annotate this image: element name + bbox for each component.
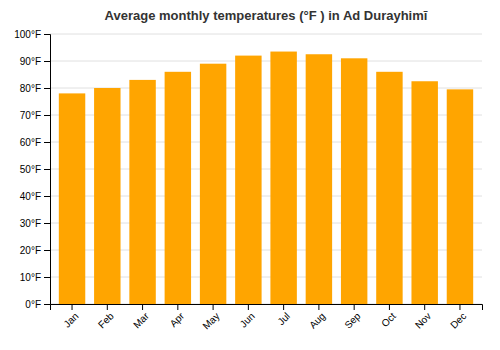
y-tick-mark <box>44 169 50 170</box>
bar <box>59 93 85 304</box>
x-tick: Apr <box>168 304 187 329</box>
x-tick-mark <box>177 304 178 310</box>
y-tick: 10°F <box>20 272 50 283</box>
y-tick-label: 90°F <box>20 56 41 67</box>
x-tick-label: Dec <box>448 310 468 330</box>
plot-area: 0°F 10°F 20°F 30°F 40°F 50°F 60°F 70°F 80°F 90°F 1… <box>14 29 482 332</box>
y-tick-label: 0°F <box>25 299 41 310</box>
chart-svg: 0°F 10°F 20°F 30°F 40°F 50°F 60°F 70°F 80°F 90°F 1… <box>0 0 500 350</box>
bar <box>411 81 437 304</box>
bar <box>165 72 191 304</box>
grid-line <box>50 34 482 35</box>
y-tick: 20°F <box>20 245 50 256</box>
x-tick: May <box>200 304 221 332</box>
y-tick-label: 70°F <box>20 110 41 121</box>
x-tick: Jul <box>275 304 292 327</box>
x-tick-label: Oct <box>379 310 398 329</box>
x-tick-label: Mar <box>131 310 151 330</box>
y-tick: 30°F <box>20 218 50 229</box>
x-tick: Nov <box>413 304 433 331</box>
y-tick-mark <box>44 250 50 251</box>
x-tick: Oct <box>379 304 398 329</box>
y-tick: 40°F <box>20 191 50 202</box>
bar <box>341 58 367 304</box>
bar <box>200 64 226 304</box>
y-tick-mark <box>44 34 50 35</box>
x-tick-label: Nov <box>413 310 433 330</box>
x-tick: Jun <box>238 304 257 330</box>
y-tick-mark <box>44 223 50 224</box>
y-tick: 60°F <box>20 137 50 148</box>
x-tick-mark <box>248 304 249 310</box>
x-tick-mark <box>107 304 108 310</box>
y-tick-label: 30°F <box>20 218 41 229</box>
y-tick-mark <box>44 61 50 62</box>
bar <box>447 89 473 304</box>
y-tick: 0°F <box>25 299 50 310</box>
x-tick: Sep <box>342 304 363 331</box>
x-tick-mark <box>389 304 390 310</box>
y-tick-label: 100°F <box>14 29 41 40</box>
y-tick: 90°F <box>20 56 50 67</box>
x-tick-mark <box>283 304 284 310</box>
y-tick-label: 20°F <box>20 245 41 256</box>
bar <box>129 80 155 304</box>
x-tick-mark <box>318 304 319 310</box>
y-tick-label: 10°F <box>20 272 41 283</box>
grid <box>50 34 482 304</box>
x-tick-mark <box>142 304 143 310</box>
y-tick-label: 40°F <box>20 191 41 202</box>
y-tick-mark <box>44 196 50 197</box>
x-tick-label: Jun <box>238 310 257 329</box>
y-tick-label: 60°F <box>20 137 41 148</box>
y-axis-line <box>44 35 51 305</box>
x-tick-mark <box>213 304 214 310</box>
y-tick-mark <box>44 88 50 89</box>
x-tick-mark <box>72 304 73 310</box>
y-tick-mark <box>44 115 50 116</box>
y-tick-label: 80°F <box>20 83 41 94</box>
x-tick-label: May <box>200 310 221 331</box>
bar <box>376 72 402 304</box>
x-tick-mark <box>424 304 425 310</box>
x-tick-label: Feb <box>96 310 116 330</box>
x-tick: Jan <box>61 304 80 330</box>
x-axis-line <box>51 305 483 311</box>
y-tick: 70°F <box>20 110 50 121</box>
x-tick-label: Sep <box>342 310 363 331</box>
x-tick: Mar <box>131 304 151 330</box>
y-tick-mark <box>44 304 50 305</box>
chart-title: Average monthly temperatures (°F ) in Ad… <box>105 8 428 23</box>
y-axis: 0°F 10°F 20°F 30°F 40°F 50°F 60°F 70°F 80°F 90°F 1… <box>14 29 50 310</box>
bar <box>235 56 261 304</box>
bar <box>270 52 296 304</box>
bar <box>306 54 332 304</box>
x-axis: Jan Feb Mar Apr May Jun Jul Aug Sep Oct Nov Dec <box>51 304 483 332</box>
bar <box>94 88 120 304</box>
bars <box>59 52 473 304</box>
y-tick-mark <box>44 277 50 278</box>
y-tick: 50°F <box>20 164 50 175</box>
grid-line <box>50 61 482 62</box>
x-tick: Feb <box>96 304 116 330</box>
x-tick: Aug <box>307 304 327 331</box>
x-tick-label: Aug <box>307 310 327 330</box>
y-tick: 80°F <box>20 83 50 94</box>
x-tick-label: Jul <box>275 310 292 327</box>
x-tick-mark <box>354 304 355 310</box>
y-tick-label: 50°F <box>20 164 41 175</box>
x-tick-label: Jan <box>61 310 80 329</box>
x-tick-label: Apr <box>168 310 187 329</box>
y-tick-mark <box>44 142 50 143</box>
x-tick: Dec <box>448 304 468 331</box>
x-tick-mark <box>459 304 460 310</box>
y-tick: 100°F <box>14 29 50 40</box>
